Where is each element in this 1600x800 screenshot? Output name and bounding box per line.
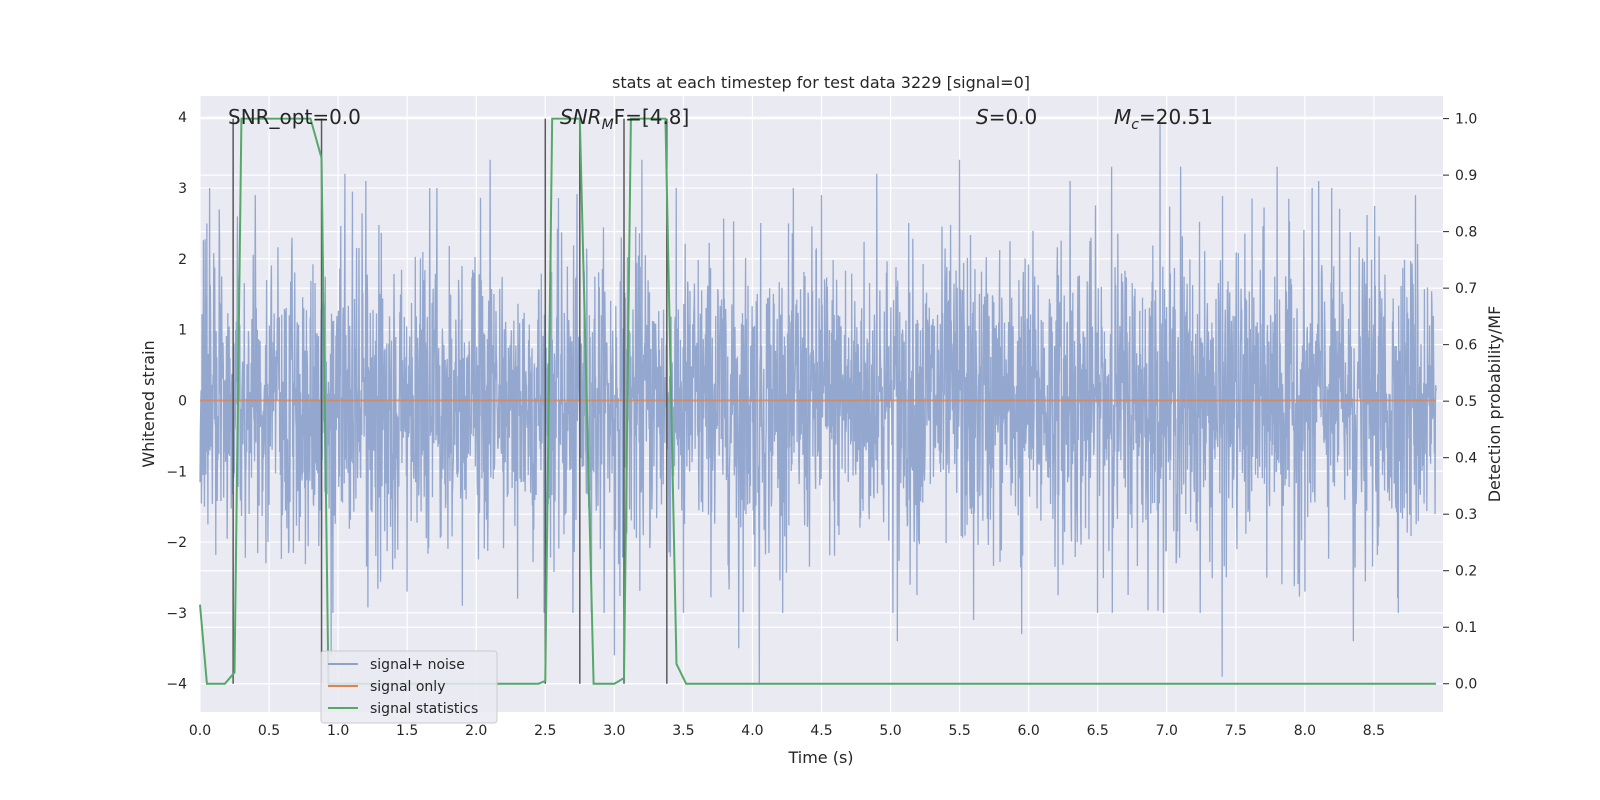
y-left-tick-label: −3 — [166, 606, 187, 622]
x-tick-label: 5.0 — [879, 723, 901, 739]
x-tick-label: 5.5 — [948, 723, 970, 739]
x-tick-label: 2.0 — [465, 723, 487, 739]
signal-statistics-line — [199, 117, 1437, 685]
x-tick-label: 8.5 — [1363, 723, 1385, 739]
annotation-s: S=0.0 — [976, 105, 1037, 129]
legend: signal+ noise signal only signal statist… — [320, 650, 498, 724]
annotation-snr-mf-sub: M — [602, 117, 614, 133]
x-tick-label: 3.5 — [672, 723, 694, 739]
x-tick-label: 7.0 — [1156, 723, 1178, 739]
y-right-tick-label: 0.5 — [1455, 394, 1477, 410]
x-tick-label: 2.5 — [534, 723, 556, 739]
y-left-tick-label: 3 — [178, 181, 187, 197]
y-left-tick-label: 4 — [178, 110, 187, 126]
y-right-tick-label: 1.0 — [1455, 112, 1477, 128]
annotation-mc: Mc=20.51 — [1114, 105, 1213, 133]
annotation-mc-sub: c — [1131, 117, 1139, 133]
y-left-tick-label: 1 — [178, 323, 187, 339]
chart-title: stats at each timestep for test data 322… — [612, 73, 1030, 92]
series-signal-plus-noise — [199, 124, 1437, 684]
y-right-tick-label: 0.7 — [1455, 281, 1477, 297]
y-right-axis-ticks: 1.0 0.9 0.8 0.7 0.6 0.5 0.4 0.3 0.2 0.1 0.0 — [1443, 112, 1477, 693]
x-tick-label: 8.0 — [1294, 723, 1316, 739]
annotation-mc-val: =20.51 — [1139, 105, 1213, 129]
y-left-axis-ticks: 4 3 2 1 0 −1 −2 −3 −4 — [166, 110, 187, 692]
x-tick-label: 4.5 — [810, 723, 832, 739]
legend-box — [320, 650, 498, 724]
y-left-tick-label: 2 — [178, 252, 187, 268]
x-tick-label: 6.5 — [1087, 723, 1109, 739]
y-right-tick-label: 0.2 — [1455, 564, 1477, 580]
series-signal-statistics — [199, 117, 1437, 685]
x-tick-label: 0.0 — [189, 723, 211, 739]
x-axis-ticks: 0.0 0.5 1.0 1.5 2.0 2.5 3.0 3.5 4.0 4.5 5.0 5.5 6.0 6… — [189, 723, 1385, 739]
annotation-snr-mf-main: SNR — [560, 105, 602, 129]
annotation-s-var: S — [976, 105, 989, 129]
x-tick-label: 7.5 — [1225, 723, 1247, 739]
annotation-snr-mf-tail: F=[4.8] — [614, 105, 690, 129]
noise-line — [199, 124, 1437, 684]
x-tick-label: 3.0 — [603, 723, 625, 739]
legend-label-signal-only: signal only — [370, 679, 445, 695]
y-left-axis-label: Whitened strain — [139, 340, 158, 467]
annotation-mc-var: M — [1114, 105, 1131, 129]
y-right-axis-label: Detection probability/MF — [1485, 306, 1504, 503]
y-right-tick-label: 0.3 — [1455, 507, 1477, 523]
x-tick-label: 1.0 — [327, 723, 349, 739]
y-right-tick-label: 0.0 — [1455, 677, 1477, 693]
y-left-tick-label: −4 — [166, 677, 187, 693]
x-axis-label: Time (s) — [787, 748, 853, 767]
y-left-tick-label: −1 — [166, 464, 187, 480]
x-tick-label: 6.0 — [1018, 723, 1040, 739]
legend-label-signal-plus-noise: signal+ noise — [370, 657, 465, 673]
y-right-tick-label: 0.6 — [1455, 338, 1477, 354]
annotation-snr-mf: SNRMF=[4.8] — [560, 105, 689, 133]
y-right-tick-label: 0.1 — [1455, 620, 1477, 636]
y-right-tick-label: 0.9 — [1455, 168, 1477, 184]
y-right-tick-label: 0.4 — [1455, 451, 1477, 467]
legend-label-signal-statistics: signal statistics — [370, 701, 478, 717]
x-tick-label: 0.5 — [258, 723, 280, 739]
y-left-tick-label: 0 — [178, 393, 187, 409]
annotation-s-val: =0.0 — [989, 105, 1038, 129]
y-right-tick-label: 0.8 — [1455, 225, 1477, 241]
annotation-snr-opt: SNR_opt=0.0 — [228, 105, 361, 129]
y-left-tick-label: −2 — [166, 535, 187, 551]
x-tick-label: 1.5 — [396, 723, 418, 739]
x-tick-label: 4.0 — [741, 723, 763, 739]
